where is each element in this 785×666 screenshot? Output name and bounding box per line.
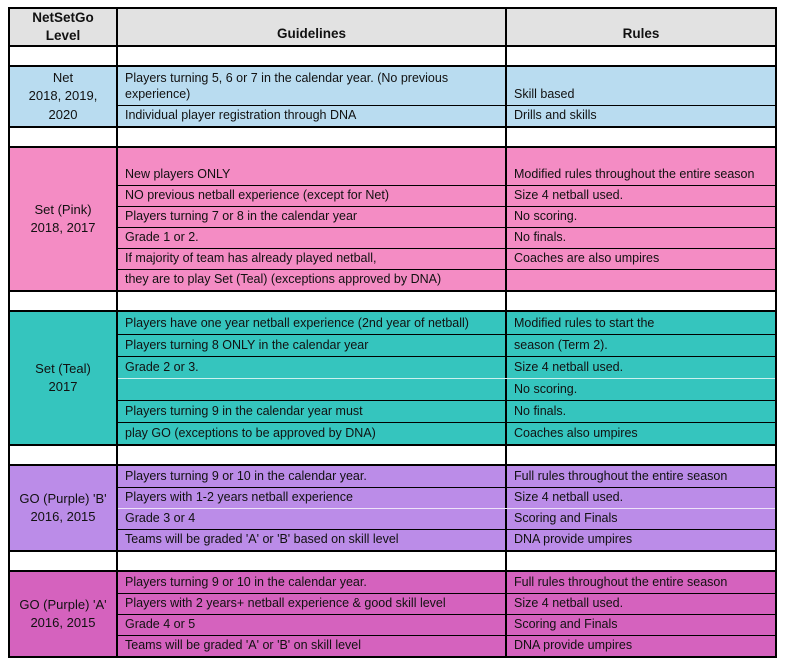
table-row: If majority of team has already played n… — [118, 248, 775, 269]
guideline-cell: New players ONLY — [118, 148, 507, 185]
guideline-cell: Players with 2 years+ netball experience… — [118, 594, 507, 614]
guideline-cell: NO previous netball experience (except f… — [118, 186, 507, 206]
guideline-cell: Players turning 9 or 10 in the calendar … — [118, 466, 507, 487]
rule-cell: Scoring and Finals — [514, 511, 618, 525]
rule-cell: Size 4 netball used. — [514, 490, 624, 504]
header-cell-guidelines: Guidelines — [118, 9, 507, 45]
guideline-cell: Players with 1-2 years netball experienc… — [118, 488, 507, 508]
rule-cell: Scoring and Finals — [514, 617, 618, 631]
rule-cell: DNA provide umpires — [514, 638, 633, 652]
table-row: Grade 2 or 3. Size 4 netball used. — [118, 356, 775, 378]
guideline-cell: Individual player registration through D… — [118, 106, 507, 126]
guideline-cell: Grade 1 or 2. — [118, 228, 507, 248]
rule-cell: No scoring. — [514, 382, 578, 396]
guideline-cell: play GO (exceptions to be approved by DN… — [118, 423, 507, 444]
guideline-cell: Players turning 9 or 10 in the calendar … — [118, 572, 507, 593]
rule-cell: Coaches also umpires — [514, 426, 638, 440]
table-row: Grade 4 or 5 Scoring and Finals — [118, 614, 775, 635]
spacer-row — [8, 47, 777, 65]
spacer-row — [8, 128, 777, 146]
rule-cell: season (Term 2). — [514, 338, 608, 352]
guideline-cell — [118, 379, 507, 400]
guideline-cell: Grade 4 or 5 — [118, 615, 507, 635]
level-cell-go-purple-b: GO (Purple) 'B' 2016, 2015 — [10, 466, 118, 550]
guideline-cell: Players turning 8 ONLY in the calendar y… — [118, 335, 507, 356]
guideline-cell: Teams will be graded 'A' or 'B' based on… — [118, 530, 507, 550]
rule-cell: No finals. — [514, 404, 567, 418]
table-row: Players turning 5, 6 or 7 in the calenda… — [118, 67, 775, 105]
table-row: Players with 1-2 years netball experienc… — [118, 487, 775, 508]
rule-cell: Full rules throughout the entire season — [514, 575, 728, 589]
guideline-cell: Players turning 5, 6 or 7 in the calenda… — [118, 67, 507, 105]
table-row: play GO (exceptions to be approved by DN… — [118, 422, 775, 444]
table-row: Players with 2 years+ netball experience… — [118, 593, 775, 614]
rule-cell: Size 4 netball used. — [514, 596, 624, 610]
level-cell-net: Net 2018, 2019, 2020 — [10, 67, 118, 126]
guideline-cell: Players turning 9 in the calendar year m… — [118, 401, 507, 422]
guideline-cell: Grade 3 or 4 — [118, 509, 507, 529]
rule-cell: Drills and skills — [514, 108, 597, 122]
guideline-cell: Players turning 7 or 8 in the calendar y… — [118, 207, 507, 227]
section-go-purple-b: GO (Purple) 'B' 2016, 2015 Players turni… — [8, 464, 777, 552]
rule-cell: DNA provide umpires — [514, 532, 633, 546]
rule-cell: Skill based — [514, 87, 575, 101]
table-row: Players turning 9 or 10 in the calendar … — [118, 466, 775, 487]
header-cell-level: NetSetGo Level — [10, 9, 118, 45]
section-go-purple-a: GO (Purple) 'A' 2016, 2015 Players turni… — [8, 570, 777, 658]
table-row: they are to play Set (Teal) (exceptions … — [118, 269, 775, 290]
table-row: Players turning 9 or 10 in the calendar … — [118, 572, 775, 593]
level-cell-set-teal: Set (Teal) 2017 — [10, 312, 118, 444]
table-header-row: NetSetGo Level Guidelines Rules — [8, 7, 777, 47]
spacer-row — [8, 552, 777, 570]
section-set-teal: Set (Teal) 2017 Players have one year ne… — [8, 310, 777, 446]
table-row: Players turning 7 or 8 in the calendar y… — [118, 206, 775, 227]
guideline-cell: Players have one year netball experience… — [118, 312, 507, 334]
rule-cell — [507, 270, 775, 290]
netsetgo-levels-table: NetSetGo Level Guidelines Rules Net 2018… — [8, 7, 777, 658]
table-row: NO previous netball experience (except f… — [118, 185, 775, 206]
table-row: Individual player registration through D… — [118, 105, 775, 126]
table-row: No scoring. — [118, 378, 775, 400]
table-row: Grade 3 or 4 Scoring and Finals — [118, 508, 775, 529]
spacer-row — [8, 292, 777, 310]
rule-cell: Size 4 netball used. — [514, 360, 624, 374]
guideline-cell: Grade 2 or 3. — [118, 357, 507, 378]
table-row: New players ONLY Modified rules througho… — [118, 148, 775, 185]
guideline-cell: they are to play Set (Teal) (exceptions … — [118, 270, 507, 290]
rule-cell: Coaches are also umpires — [514, 251, 660, 265]
table-row: Players turning 9 in the calendar year m… — [118, 400, 775, 422]
rule-cell: Modified rules throughout the entire sea… — [514, 167, 755, 181]
table-row: Teams will be graded 'A' or 'B' on skill… — [118, 635, 775, 656]
section-set-pink: Set (Pink) 2018, 2017 New players ONLY M… — [8, 146, 777, 292]
spacer-row — [8, 446, 777, 464]
rule-cell: No scoring. — [514, 209, 578, 223]
level-cell-go-purple-a: GO (Purple) 'A' 2016, 2015 — [10, 572, 118, 656]
rule-cell: Full rules throughout the entire season — [514, 469, 728, 483]
guideline-cell: If majority of team has already played n… — [118, 249, 507, 269]
table-row: Players have one year netball experience… — [118, 312, 775, 334]
table-row: Players turning 8 ONLY in the calendar y… — [118, 334, 775, 356]
section-net: Net 2018, 2019, 2020 Players turning 5, … — [8, 65, 777, 128]
table-row: Grade 1 or 2. No finals. — [118, 227, 775, 248]
guideline-cell: Teams will be graded 'A' or 'B' on skill… — [118, 636, 507, 656]
rule-cell: No finals. — [514, 230, 567, 244]
rule-cell: Size 4 netball used. — [514, 188, 624, 202]
table-row: Teams will be graded 'A' or 'B' based on… — [118, 529, 775, 550]
header-cell-rules: Rules — [622, 26, 660, 41]
level-cell-set-pink: Set (Pink) 2018, 2017 — [10, 148, 118, 290]
rule-cell: Modified rules to start the — [514, 316, 655, 330]
